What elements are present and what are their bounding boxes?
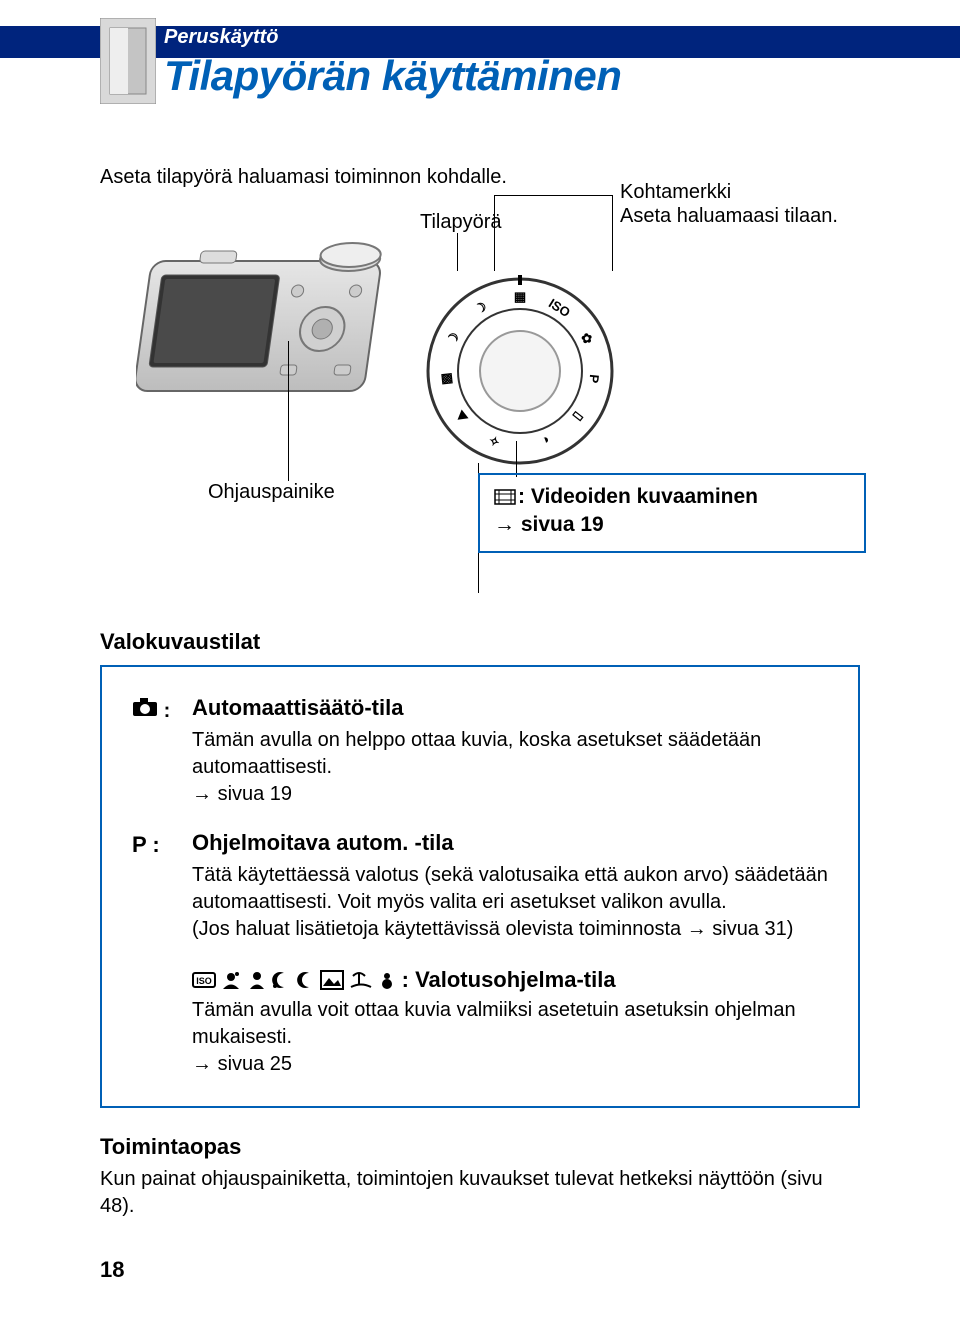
leader (612, 195, 613, 271)
video-callout: : Videoiden kuvaaminen sivua 19 (478, 473, 866, 553)
leader (494, 195, 613, 196)
page-title: Tilapyörän käyttäminen (164, 52, 621, 100)
film-icon (494, 487, 516, 511)
mode-auto-colon: : (164, 700, 171, 722)
section-valokuvaustilat: Valokuvaustilat (100, 629, 860, 655)
mode-scene: ISO : Valotusohjelma-tila Tämän avulla v… (132, 967, 828, 1076)
scene-ref: sivua 25 (192, 1053, 292, 1075)
mode-program-title: Ohjelmoitava autom. -tila (192, 830, 828, 856)
intro-text: Aseta tilapyörä haluamasi toiminnon kohd… (100, 166, 860, 189)
mode-program: P : Ohjelmoitava autom. -tila Tätä käyte… (132, 830, 828, 943)
mode-program-desc: Tätä käytettäessä valotus (sekä valotusa… (192, 862, 828, 916)
mode-program-label: P : (132, 832, 160, 857)
scene-title: : Valotusohjelma-tila (402, 967, 616, 992)
tab-icon (100, 18, 156, 104)
landscape-icon (320, 970, 344, 990)
svg-text:ISO: ISO (196, 976, 212, 986)
mode-auto-desc: Tämän avulla on helppo ottaa kuvia, kosk… (192, 727, 828, 781)
video-line2: sivua 19 (494, 513, 604, 536)
svg-text:▦: ▦ (514, 289, 526, 304)
leader (457, 233, 458, 271)
dial-illustration: ▦ ISO ✿ P ▯ ◐ ☽ ☽ ▩ ⛰ ✧ (420, 271, 620, 471)
mode-auto-title: Automaattisäätö-tila (192, 695, 828, 721)
portrait-icon (220, 970, 242, 990)
svg-text:▩: ▩ (438, 372, 454, 386)
person-icon (247, 970, 267, 990)
mode-auto: : Automaattisäätö-tila Tämän avulla on h… (132, 695, 828, 806)
beach-icon (349, 970, 373, 990)
label-tilapyora: Tilapyörä (420, 211, 502, 234)
label-ohjauspainike: Ohjauspainike (208, 481, 335, 504)
mode-program-extra: (Jos haluat lisätietoja käytettävissä ol… (192, 916, 828, 943)
moon1-icon (271, 970, 291, 990)
section-label: Peruskäyttö (164, 26, 279, 49)
mode-auto-ref: sivua 19 (192, 783, 292, 805)
toimintaopas-body: Kun painat ohjauspainiketta, toimintojen… (100, 1166, 860, 1220)
modes-box: : Automaattisäätö-tila Tämän avulla on h… (100, 665, 860, 1108)
label-kohtamerkki: Kohtamerkki (620, 181, 731, 204)
page-number: 18 (100, 1257, 124, 1283)
snow-icon (377, 970, 397, 990)
label-aseta: Aseta haluamaasi tilaan. (620, 205, 838, 228)
camera-illustration (136, 231, 406, 421)
video-line1: : Videoiden kuvaaminen (518, 485, 758, 508)
diagram: Kohtamerkki Aseta haluamaasi tilaan. Til… (100, 211, 860, 511)
leader (494, 195, 495, 271)
iso-icon: ISO (192, 970, 216, 990)
toimintaopas-heading: Toimintaopas (100, 1134, 860, 1160)
camera-icon (132, 700, 164, 722)
header: Peruskäyttö Tilapyörän käyttäminen (0, 0, 960, 140)
leader (516, 441, 517, 477)
scene-icon-strip: ISO : Valotusohjelma-tila (192, 967, 828, 993)
scene-desc: Tämän avulla voit ottaa kuvia valmiiksi … (192, 997, 828, 1051)
moon2-icon (296, 970, 316, 990)
leader (288, 341, 289, 481)
